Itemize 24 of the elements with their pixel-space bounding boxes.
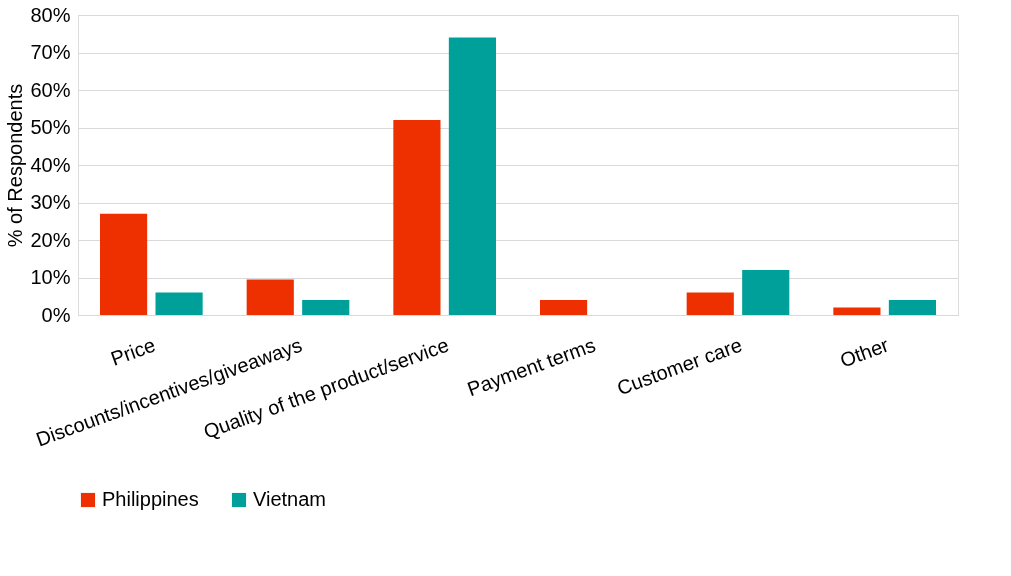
bar: [833, 307, 881, 315]
bar: [448, 37, 496, 315]
y-tick-label: 50%: [30, 116, 71, 138]
y-tick-label: 70%: [30, 41, 71, 63]
bar: [742, 270, 790, 315]
bar: [888, 300, 936, 315]
legend-label: Vietnam: [253, 488, 327, 510]
y-tick-label: 60%: [30, 78, 71, 101]
bar: [100, 213, 148, 315]
y-tick-label: 20%: [30, 228, 71, 251]
bar: [155, 292, 203, 315]
y-tick-label: 30%: [30, 191, 71, 213]
y-tick-label: 80%: [30, 3, 71, 26]
bar: [540, 300, 588, 315]
bar: [246, 279, 294, 315]
y-tick-label: 40%: [30, 153, 71, 176]
legend-label: Philippines: [102, 488, 199, 510]
y-tick-label: 0%: [41, 303, 71, 326]
x-tick-label: Other: [836, 333, 892, 372]
bar: [686, 292, 734, 315]
y-tick-label: 10%: [30, 266, 71, 288]
y-axis-title: % of Respondents: [4, 83, 27, 248]
bar: [302, 300, 350, 315]
bar: [393, 120, 441, 315]
